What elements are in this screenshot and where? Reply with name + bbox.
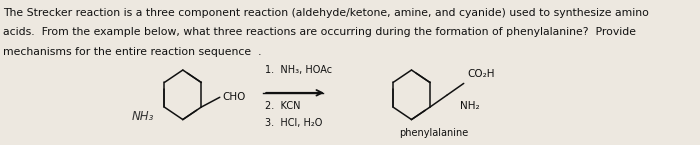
Text: The Strecker reaction is a three component reaction (aldehyde/ketone, amine, and: The Strecker reaction is a three compone… — [4, 8, 649, 18]
Text: 3.  HCl, H₂O: 3. HCl, H₂O — [265, 118, 322, 128]
Text: phenylalanine: phenylalanine — [399, 128, 468, 138]
Text: NH₃: NH₃ — [132, 109, 155, 123]
Text: mechanisms for the entire reaction sequence  .: mechanisms for the entire reaction seque… — [4, 47, 262, 57]
Text: CO₂H: CO₂H — [467, 69, 495, 79]
Text: 1.  NH₃, HOAc: 1. NH₃, HOAc — [265, 65, 332, 75]
Text: acids.  From the example below, what three reactions are occurring during the fo: acids. From the example below, what thre… — [4, 27, 636, 37]
Text: CHO: CHO — [223, 92, 246, 102]
Text: 2.  KCN: 2. KCN — [265, 101, 300, 111]
Text: NH₂: NH₂ — [461, 101, 480, 111]
